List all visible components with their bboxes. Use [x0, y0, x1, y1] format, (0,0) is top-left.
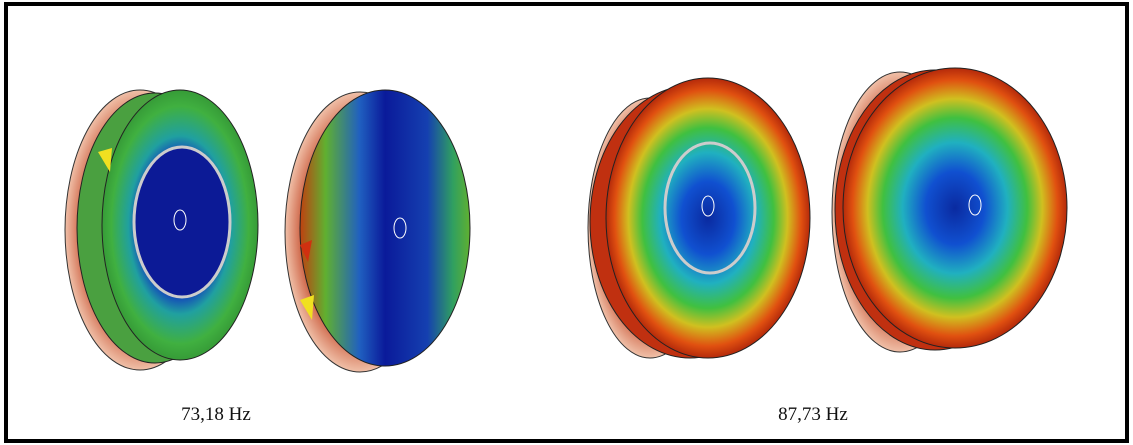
- caption: 87,73 Hz: [778, 404, 848, 425]
- page: 73,18 Hz 87,73 Hz (() => { const data = …: [0, 0, 1133, 445]
- caption: 73,18 Hz: [181, 404, 251, 425]
- fan-mode-2a: [588, 78, 810, 358]
- fan-mode-2b: [832, 68, 1067, 352]
- figure: 73,18 Hz 87,73 Hz: [0, 0, 1133, 445]
- fan-mode-1a: [65, 90, 258, 370]
- fan-mode-1b: [285, 90, 470, 372]
